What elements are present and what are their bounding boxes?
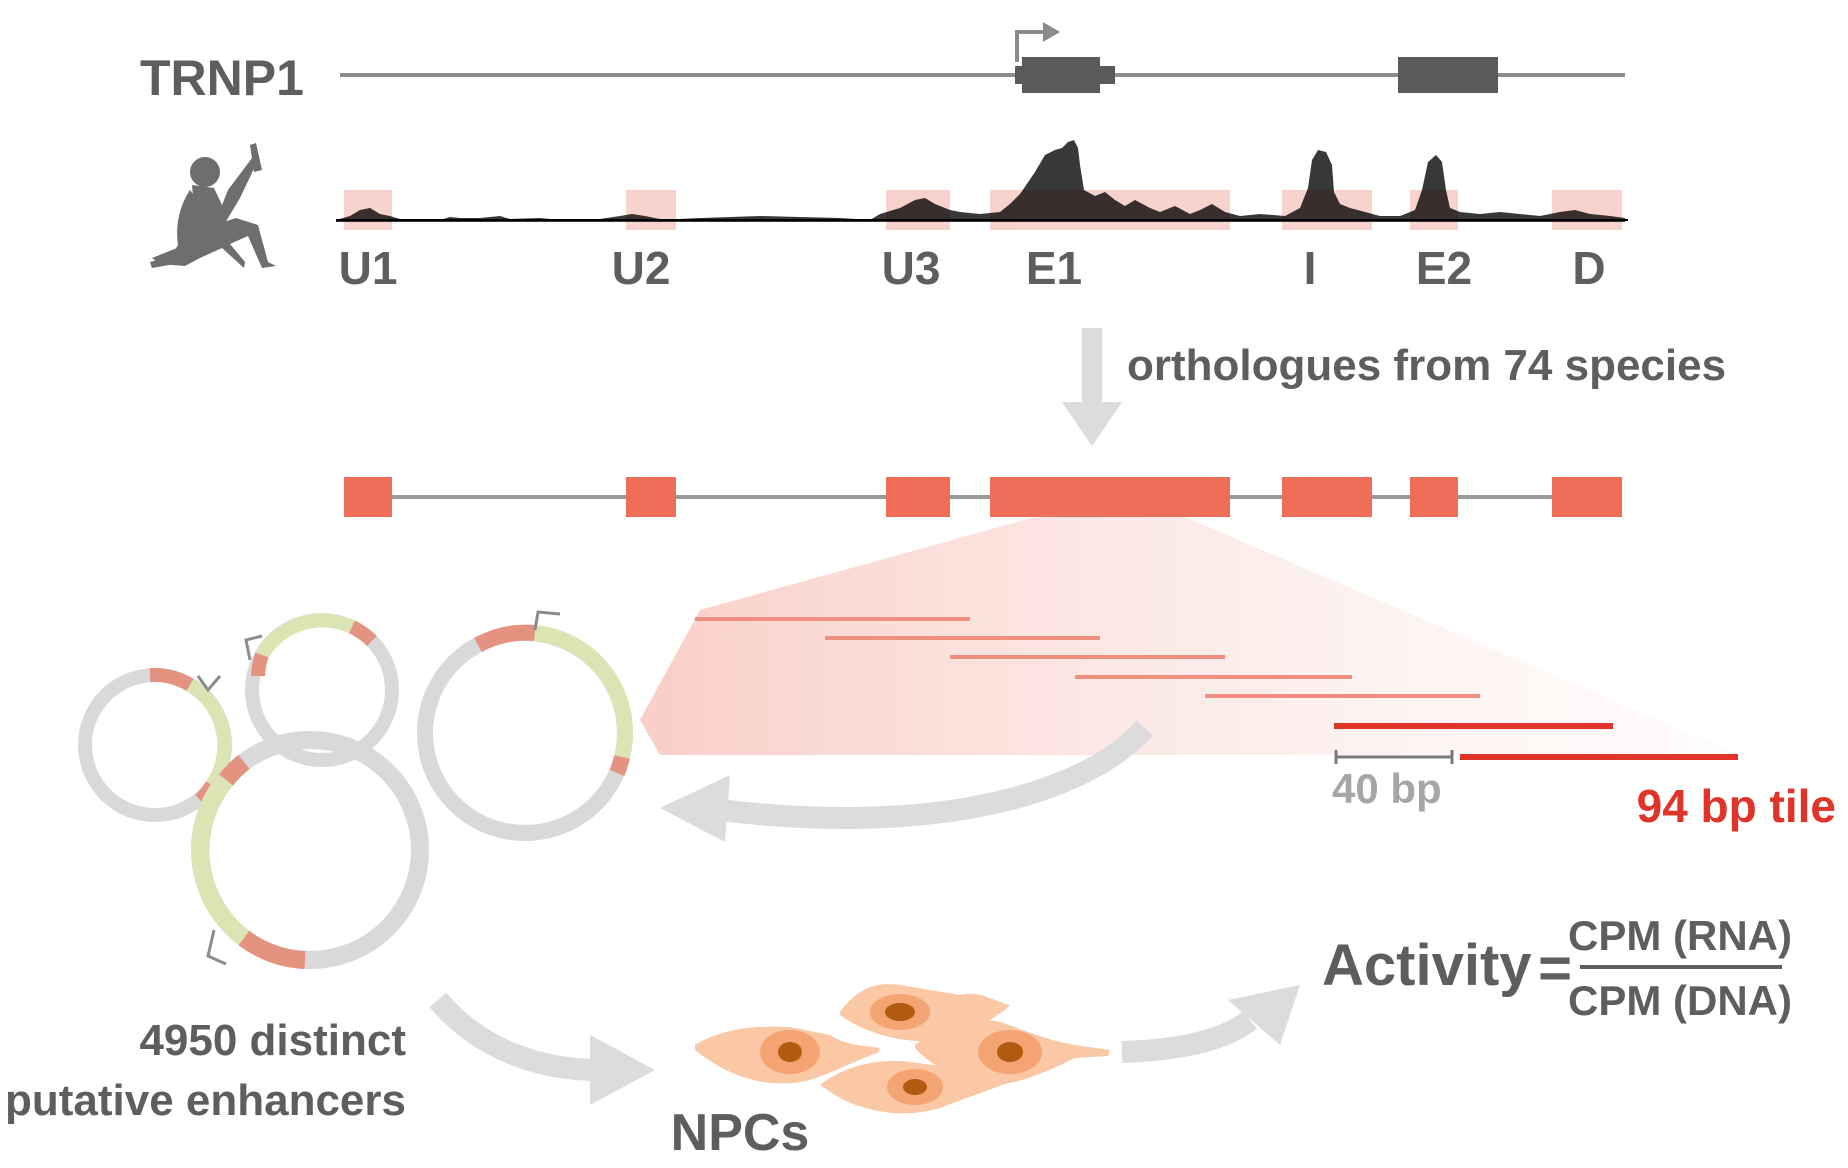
tss-arrow-icon <box>1015 30 1045 62</box>
plasmid-3 <box>417 610 634 841</box>
region-block-d <box>1552 477 1622 517</box>
region-highlight-u2 <box>626 190 676 230</box>
orthologue-arrow <box>1062 328 1122 446</box>
cloning-arrow <box>660 720 1154 842</box>
tss-arrowhead-icon <box>1043 22 1060 42</box>
human-silhouette-icon <box>150 143 276 268</box>
gene-model: TRNP1 <box>140 22 1625 106</box>
region-label-d: D <box>1572 242 1605 294</box>
activity-formula: Activity = CPM (RNA) CPM (DNA) <box>1322 912 1792 1024</box>
region-block-u2 <box>626 477 676 517</box>
cell-3 <box>915 1019 1110 1085</box>
exon-2 <box>1398 57 1498 93</box>
spacing-label: 40 bp <box>1332 765 1442 812</box>
readout-arrow <box>1121 985 1300 1063</box>
region-highlight-d <box>1552 190 1622 230</box>
activity-denominator: CPM (DNA) <box>1568 977 1792 1024</box>
library-label-line1: 4950 distinct <box>139 1016 406 1065</box>
tile-label: 94 bp tile <box>1637 780 1836 832</box>
orthologue-label: orthologues from 74 species <box>1127 341 1726 390</box>
cell-2 <box>695 1026 880 1084</box>
region-label-i: I <box>1304 242 1317 294</box>
plasmid-4 <box>191 731 429 969</box>
region-block-e2 <box>1410 477 1458 517</box>
region-block-u1 <box>344 477 392 517</box>
region-label-e2: E2 <box>1416 242 1472 294</box>
region-label-e1: E1 <box>1026 242 1082 294</box>
region-block-i <box>1282 477 1372 517</box>
equals-sign: = <box>1538 936 1572 1001</box>
region-block-e1 <box>990 477 1230 517</box>
library-label-line2: putative enhancers <box>5 1076 406 1125</box>
tiles <box>695 617 1480 698</box>
activity-numerator: CPM (RNA) <box>1568 912 1792 959</box>
npc-cells <box>695 984 1110 1114</box>
plasmid-1 <box>78 667 232 822</box>
zoom-fan <box>640 517 1740 755</box>
exon-1-coding <box>1022 57 1100 93</box>
cell-4 <box>820 1060 1015 1114</box>
signal-track <box>336 140 1628 230</box>
region-label-u1: U1 <box>339 242 398 294</box>
activity-label: Activity <box>1322 933 1532 998</box>
region-block-u3 <box>886 477 950 517</box>
cells-label: NPCs <box>671 1104 810 1162</box>
region-label-u2: U2 <box>612 242 671 294</box>
region-label-u3: U3 <box>882 242 941 294</box>
region-labels: U1 U2 U3 E1 I E2 D <box>339 242 1606 294</box>
plasmid-2 <box>244 613 399 767</box>
gene-name: TRNP1 <box>140 50 304 106</box>
spacing-bracket <box>1334 750 1454 764</box>
transfection-arrow <box>429 992 655 1105</box>
accessibility-signal <box>336 140 1625 222</box>
plasmid-library <box>78 610 634 969</box>
region-blocks <box>344 477 1622 517</box>
